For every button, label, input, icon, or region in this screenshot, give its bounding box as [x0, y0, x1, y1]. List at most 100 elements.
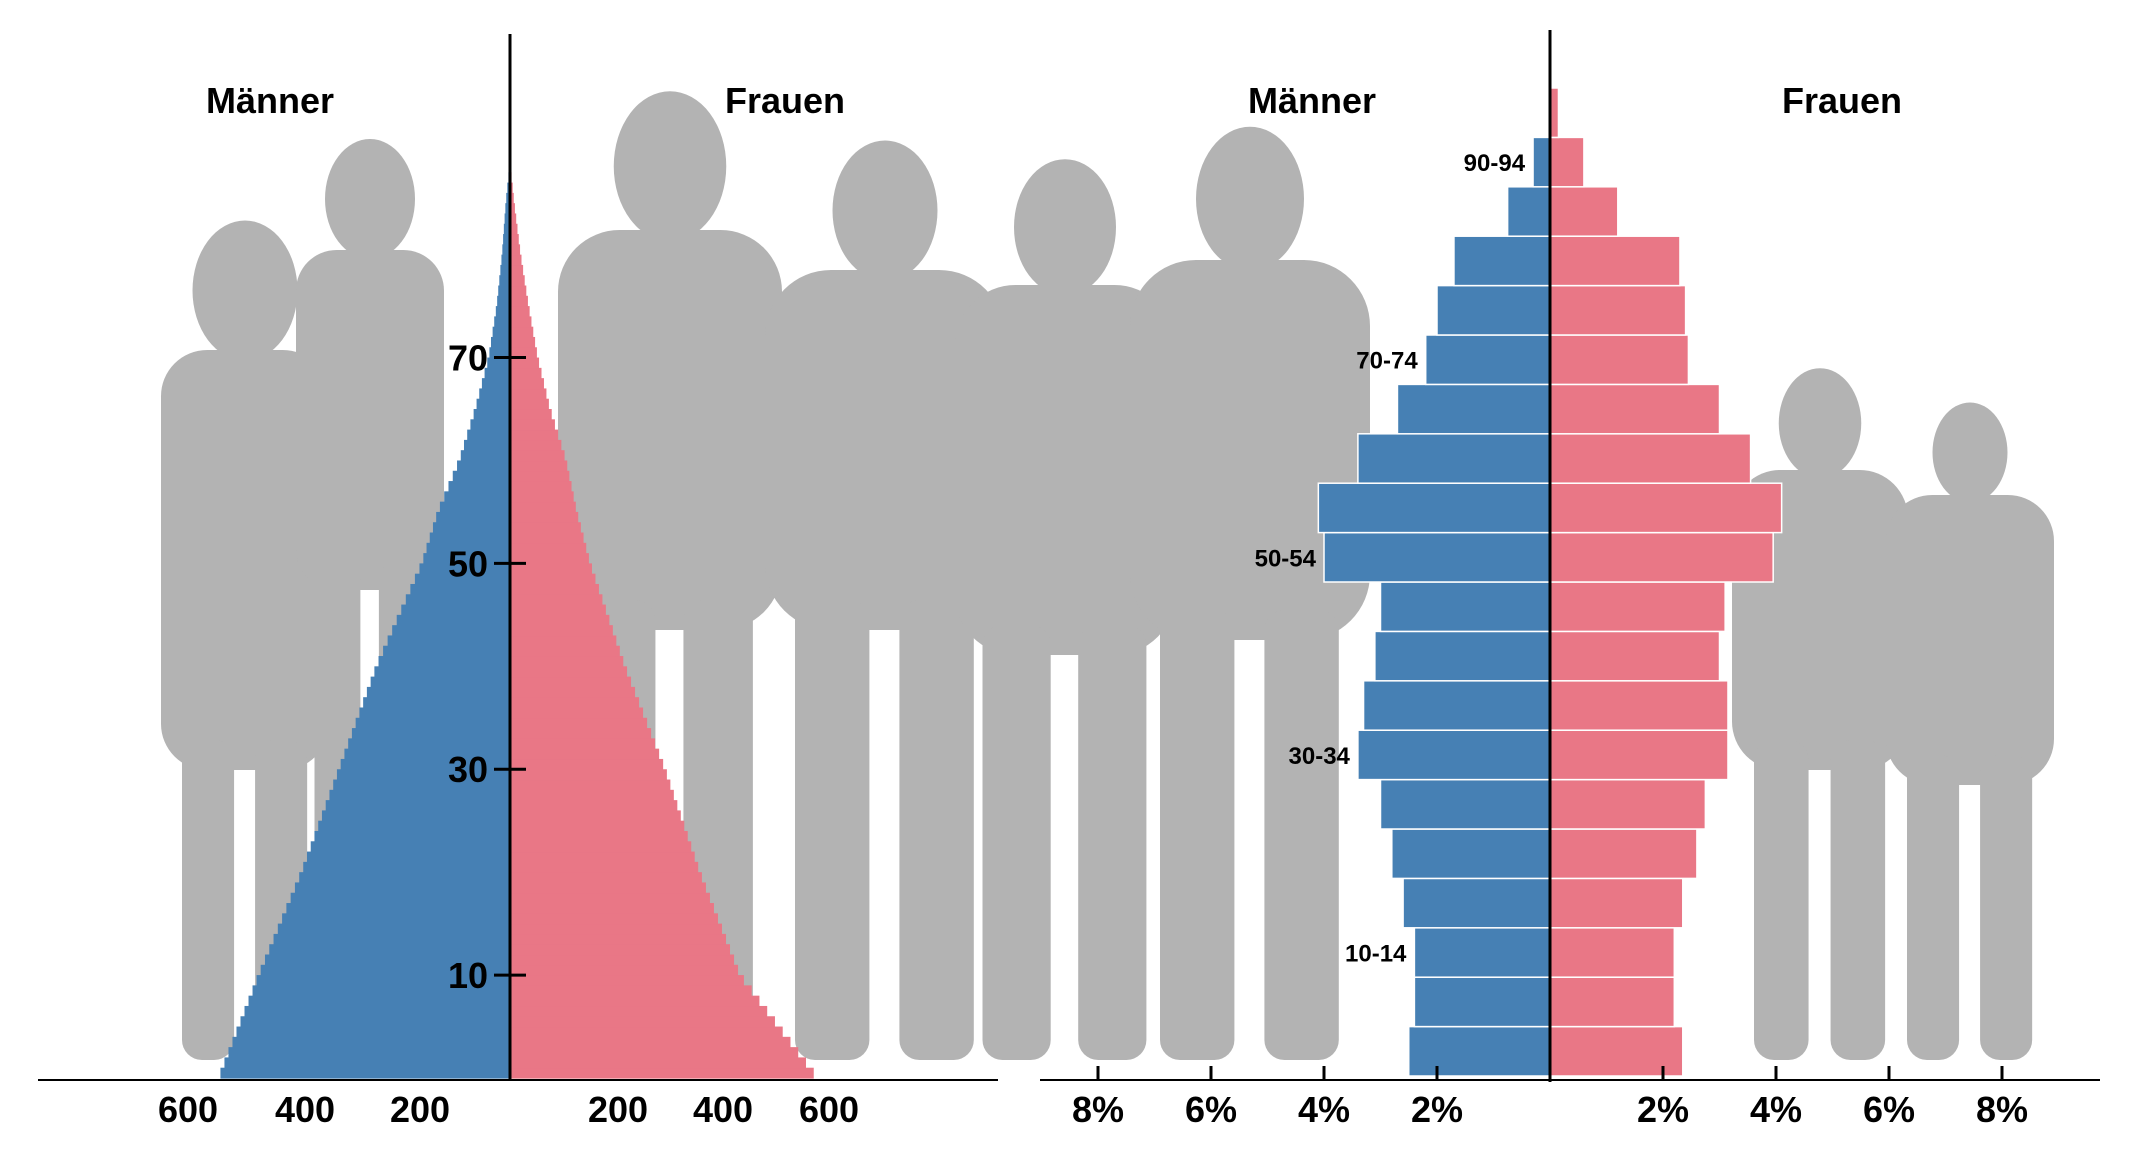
chart-2-bar	[1357, 433, 1551, 484]
chart-2-bar	[1549, 1025, 1684, 1077]
chart-1-bar	[460, 450, 510, 462]
chart-1-bar	[510, 1036, 791, 1048]
chart-1-bar	[500, 264, 510, 276]
chart-2-bar	[1549, 334, 1690, 386]
chart-1-bar	[510, 275, 525, 287]
chart-1-bar	[264, 954, 510, 966]
chart-1-bar	[510, 203, 515, 215]
chart-1-legend-men: Männer	[206, 80, 334, 121]
chart-1-bar	[510, 800, 678, 812]
chart-1-bar	[344, 748, 510, 760]
chart-1-bar	[348, 738, 510, 750]
chart-2-bar	[1549, 778, 1707, 830]
chart-1-bar	[510, 1026, 783, 1038]
chart-1-bar	[232, 1036, 510, 1048]
chart-2-bar	[1396, 383, 1551, 435]
chart-1-bar	[282, 913, 510, 925]
chart-2-bar	[1453, 235, 1551, 287]
chart-1-bar	[510, 501, 576, 513]
person-leg	[982, 625, 1051, 1060]
chart-1-bar	[510, 264, 524, 276]
chart-1-bar	[318, 820, 510, 832]
chart-2-bar	[1549, 630, 1721, 682]
chart-1-bar	[378, 656, 510, 667]
chart-1-bar	[510, 944, 731, 956]
chart-2-x-tick-label: 8%	[1072, 1089, 1124, 1130]
chart-1-bar	[510, 347, 537, 359]
chart-1-bar	[510, 830, 688, 842]
chart-1-bar	[510, 532, 584, 544]
chart-1-bar	[510, 1005, 768, 1017]
person-torso	[955, 285, 1175, 655]
chart-2-x-tick-label: 6%	[1863, 1089, 1915, 1130]
chart-1-bar	[457, 460, 510, 472]
chart-2-bar	[1379, 581, 1551, 633]
chart-2-series-frauen	[1549, 87, 1783, 1077]
chart-1-bar	[510, 481, 572, 492]
chart-1-bar	[510, 820, 685, 832]
chart-1-bar	[510, 635, 617, 647]
chart-1-bar	[510, 491, 574, 503]
chart-1-bar	[314, 830, 510, 842]
chart-1-bar	[366, 686, 510, 698]
chart-1-bar	[510, 409, 552, 420]
chart-1-bar	[487, 357, 510, 369]
chart-1-bar	[510, 429, 559, 441]
chart-1-bar	[510, 511, 579, 523]
person-silhouette	[1886, 402, 2054, 1060]
chart-1-bar	[510, 1057, 806, 1069]
chart-2-category-label: 50-54	[1255, 545, 1317, 572]
chart-1-bar	[476, 398, 510, 410]
chart-1-bar	[510, 295, 528, 307]
chart-2-x-tick-label: 2%	[1411, 1089, 1463, 1130]
chart-2-legend-women: Frauen	[1782, 80, 1902, 121]
chart-2-bar	[1362, 680, 1551, 731]
chart-2-x-tick-label: 6%	[1185, 1089, 1237, 1130]
chart-2-bar	[1436, 284, 1551, 336]
chart-2-bar	[1413, 976, 1551, 1028]
chart-2-x-tick-label: 4%	[1750, 1089, 1802, 1130]
chart-2-bar	[1549, 433, 1752, 484]
chart-1-bar	[510, 769, 667, 781]
chart-1-bar	[277, 923, 510, 935]
chart-1-bar	[236, 1026, 510, 1038]
person-head	[1778, 368, 1862, 479]
chart-1-bar	[497, 295, 510, 307]
chart-1-bar	[286, 903, 510, 914]
chart-1-bar	[501, 254, 510, 266]
chart-1-bar	[510, 316, 532, 328]
chart-1-bar	[510, 686, 636, 698]
chart-1-bar	[510, 450, 565, 462]
chart-1-bar	[419, 563, 510, 575]
chart-2-bar	[1391, 828, 1551, 880]
chart-1-bar	[510, 419, 555, 431]
chart-1-bar	[510, 254, 522, 266]
chart-1-bar	[510, 285, 527, 297]
chart-2-bar	[1532, 136, 1551, 188]
chart-2-category-label: 30-34	[1289, 743, 1351, 770]
chart-1-bar	[491, 336, 510, 348]
chart-1-bar	[510, 398, 549, 410]
chart-1-bar	[510, 861, 699, 873]
chart-1-bar	[510, 625, 613, 637]
chart-2-bar	[1323, 531, 1551, 583]
person-torso	[161, 350, 329, 770]
chart-2-series-maenner	[1317, 136, 1551, 1077]
chart-1-bar	[392, 625, 510, 637]
chart-1-bar	[303, 861, 510, 873]
chart-1-bar	[429, 532, 510, 544]
person-torso	[558, 230, 782, 630]
chart-1-bar	[220, 1067, 510, 1079]
chart-1-bar	[374, 666, 510, 678]
chart-1-bar	[498, 285, 510, 297]
chart-2-bar	[1408, 1025, 1551, 1077]
person-head	[1196, 126, 1304, 271]
chart-1-bar	[479, 388, 510, 400]
chart-2-bar	[1549, 284, 1687, 336]
chart-2-x-tick-label: 4%	[1298, 1089, 1350, 1130]
chart-1-bar	[510, 357, 540, 369]
person-leg	[1754, 740, 1809, 1060]
chart-2-bar	[1374, 630, 1551, 682]
chart-1-bar	[256, 975, 510, 986]
chart-1-bar	[510, 779, 671, 791]
